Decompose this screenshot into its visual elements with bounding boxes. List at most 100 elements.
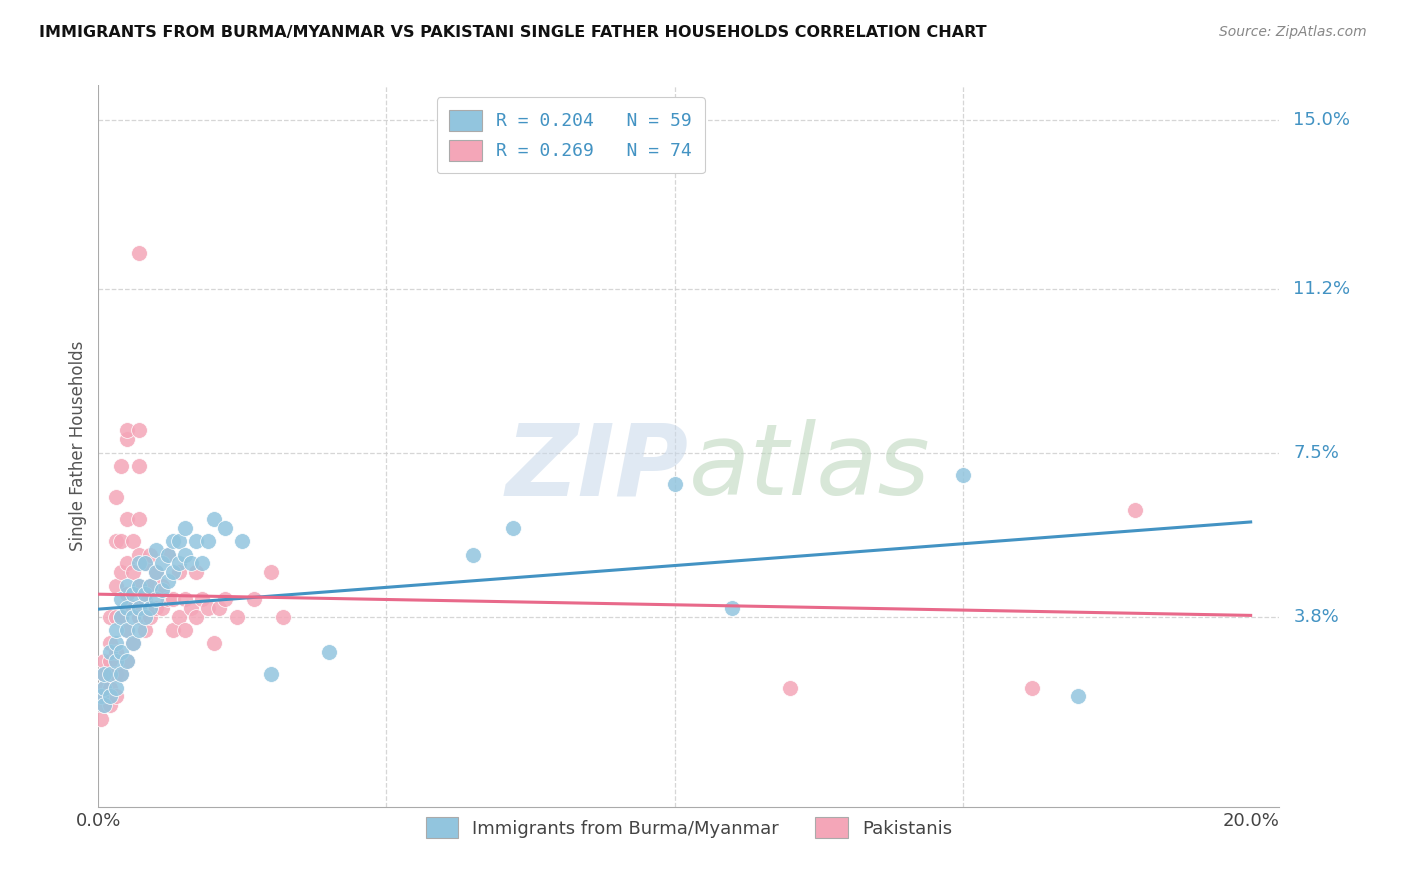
Point	[167, 534, 190, 549]
Point	[134, 557, 156, 571]
Point	[664, 476, 686, 491]
Point	[104, 654, 127, 668]
Point	[461, 548, 484, 562]
Point	[110, 609, 132, 624]
Text: IMMIGRANTS FROM BURMA/MYANMAR VS PAKISTANI SINGLE FATHER HOUSEHOLDS CORRELATION : IMMIGRANTS FROM BURMA/MYANMAR VS PAKISTA…	[39, 25, 987, 40]
Point	[104, 681, 127, 695]
Point	[115, 557, 138, 571]
Point	[115, 587, 138, 601]
Point	[110, 591, 132, 606]
Point	[104, 690, 127, 704]
Point	[191, 557, 214, 571]
Point	[110, 458, 132, 473]
Point	[145, 600, 167, 615]
Point	[122, 534, 145, 549]
Point	[115, 600, 138, 615]
Point	[180, 600, 202, 615]
Point	[110, 667, 132, 681]
Point	[93, 681, 115, 695]
Point	[139, 548, 162, 562]
Point	[191, 591, 214, 606]
Point	[167, 609, 190, 624]
Point	[110, 645, 132, 659]
Point	[104, 645, 127, 659]
Point	[156, 548, 179, 562]
Point	[122, 600, 145, 615]
Point	[104, 579, 127, 593]
Point	[115, 654, 138, 668]
Point	[104, 623, 127, 637]
Point	[167, 566, 190, 580]
Point	[128, 579, 150, 593]
Point	[721, 600, 744, 615]
Point	[139, 609, 162, 624]
Point	[134, 557, 156, 571]
Point	[93, 698, 115, 713]
Point	[173, 591, 195, 606]
Point	[104, 667, 127, 681]
Text: 7.5%: 7.5%	[1294, 443, 1340, 462]
Point	[98, 636, 121, 650]
Point	[197, 600, 219, 615]
Point	[225, 609, 247, 624]
Point	[115, 424, 138, 438]
Point	[197, 534, 219, 549]
Point	[173, 548, 195, 562]
Point	[115, 623, 138, 637]
Point	[128, 512, 150, 526]
Point	[91, 690, 114, 704]
Point	[231, 534, 253, 549]
Point	[186, 609, 208, 624]
Point	[115, 433, 138, 447]
Point	[186, 566, 208, 580]
Point	[98, 654, 121, 668]
Point	[134, 609, 156, 624]
Point	[122, 587, 145, 601]
Point	[134, 587, 156, 601]
Point	[260, 566, 283, 580]
Point	[156, 548, 179, 562]
Point	[93, 681, 115, 695]
Point	[162, 591, 184, 606]
Point	[104, 636, 127, 650]
Point	[186, 534, 208, 549]
Point	[162, 566, 184, 580]
Point	[1125, 503, 1147, 517]
Point	[173, 623, 195, 637]
Point	[98, 690, 121, 704]
Point	[104, 534, 127, 549]
Point	[110, 534, 132, 549]
Point	[93, 698, 115, 713]
Text: 3.8%: 3.8%	[1294, 607, 1339, 625]
Point	[162, 623, 184, 637]
Legend: Immigrants from Burma/Myanmar, Pakistanis: Immigrants from Burma/Myanmar, Pakistani…	[418, 810, 960, 846]
Point	[1067, 690, 1090, 704]
Point	[202, 636, 225, 650]
Point	[145, 591, 167, 606]
Point	[271, 609, 294, 624]
Point	[145, 543, 167, 558]
Point	[122, 636, 145, 650]
Point	[150, 579, 173, 593]
Point	[128, 246, 150, 260]
Point	[214, 521, 236, 535]
Point	[128, 579, 150, 593]
Point	[93, 667, 115, 681]
Point	[502, 521, 524, 535]
Y-axis label: Single Father Households: Single Father Households	[69, 341, 87, 551]
Point	[128, 458, 150, 473]
Point	[139, 579, 162, 593]
Point	[128, 424, 150, 438]
Point	[110, 566, 132, 580]
Point	[202, 512, 225, 526]
Point	[98, 698, 121, 713]
Point	[90, 690, 112, 704]
Point	[110, 667, 132, 681]
Point	[318, 645, 340, 659]
Point	[139, 579, 162, 593]
Point	[150, 557, 173, 571]
Point	[115, 654, 138, 668]
Text: 11.2%: 11.2%	[1294, 279, 1351, 298]
Point	[214, 591, 236, 606]
Point	[260, 667, 283, 681]
